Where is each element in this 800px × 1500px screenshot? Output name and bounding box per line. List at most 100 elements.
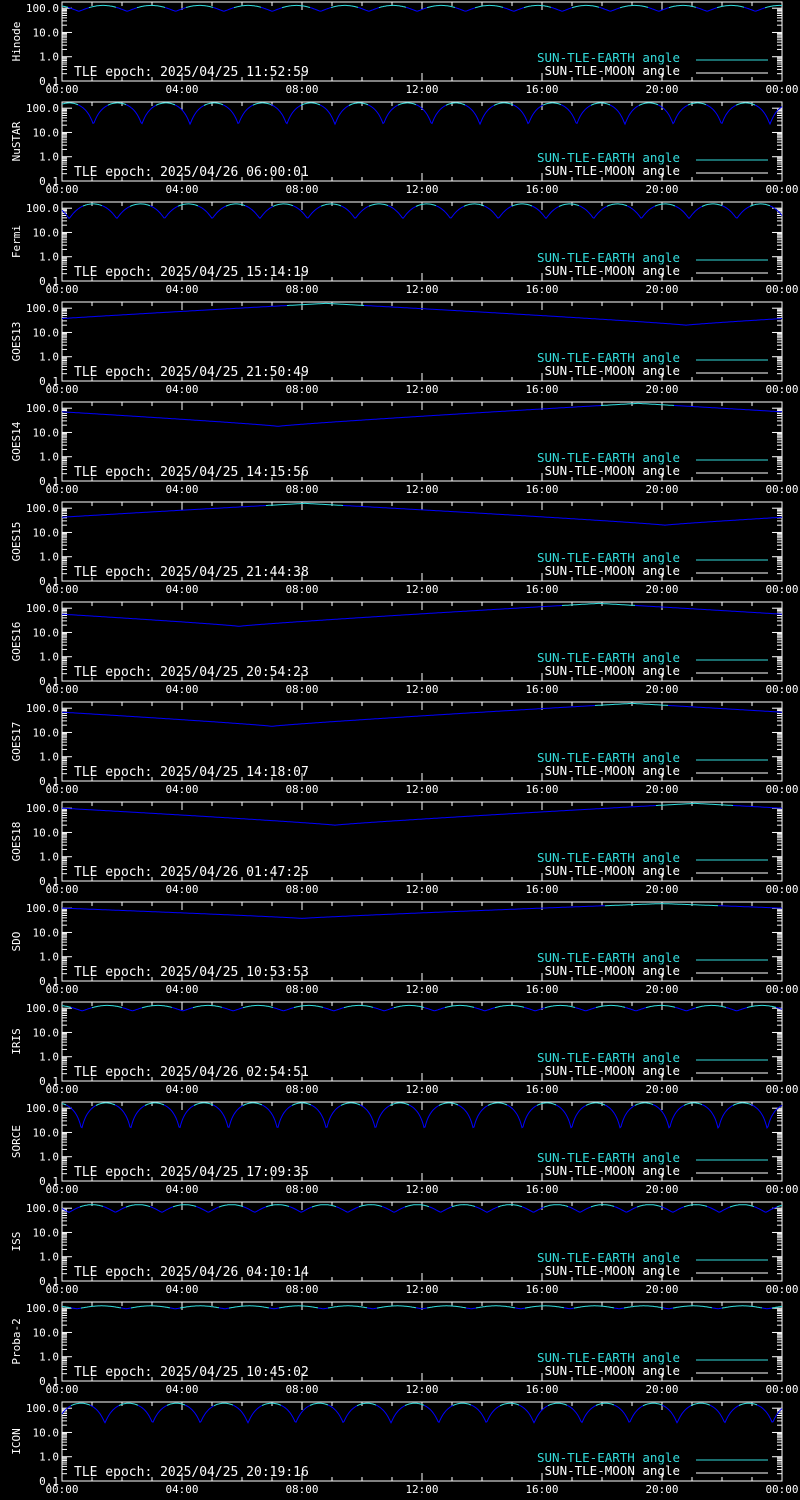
sun-tle-earth-series — [272, 1007, 295, 1012]
sun-tle-earth-series — [62, 305, 288, 319]
sun-tle-earth-series — [193, 1102, 214, 1106]
sun-tle-earth-series — [281, 4, 311, 9]
sun-tle-earth-series — [327, 1404, 358, 1424]
sun-tle-earth-series — [278, 1305, 319, 1309]
sun-tle-earth-series — [213, 1402, 234, 1407]
sun-tle-earth-series — [463, 203, 485, 207]
sun-tle-earth-series — [366, 1307, 378, 1310]
x-tick-label: 08:00 — [285, 283, 318, 296]
x-tick-label: 08:00 — [285, 683, 318, 696]
y-tick-label: 10.0 — [33, 226, 60, 239]
sun-tle-earth-series — [319, 104, 350, 126]
x-tick-label: 16:00 — [525, 1083, 558, 1096]
sun-tle-earth-series — [645, 1004, 676, 1009]
sun-tle-earth-series — [368, 203, 389, 207]
x-tick-label: 12:00 — [405, 883, 438, 896]
sun-tle-earth-series — [61, 1206, 81, 1213]
sun-tle-earth-series — [672, 1305, 713, 1309]
sun-tle-earth-series — [543, 1204, 569, 1208]
sun-tle-earth-series — [166, 1402, 186, 1406]
sun-tle-earth-series — [512, 104, 544, 125]
sun-tle-earth-series — [499, 1402, 520, 1407]
sun-tle-earth-series — [218, 1307, 230, 1310]
sun-tle-earth-series — [311, 1204, 337, 1208]
y-tick-label: 0.1 — [39, 1375, 59, 1388]
sun-tle-earth-series — [372, 1006, 395, 1012]
x-tick-label: 00:00 — [45, 983, 78, 996]
x-tick-label: 16:00 — [525, 1383, 558, 1396]
sun-tle-earth-series — [330, 4, 359, 8]
x-tick-label: 16:00 — [525, 483, 558, 496]
sun-tle-earth-series — [309, 1402, 329, 1406]
sun-tle-earth-series — [595, 1004, 626, 1008]
sun-tle-earth-series — [288, 1206, 313, 1213]
x-tick-label: 08:00 — [285, 783, 318, 796]
x-tick-label: 00:00 — [45, 1283, 78, 1296]
sun-tle-earth-series — [114, 1104, 146, 1129]
x-tick-label: 04:00 — [165, 583, 198, 596]
sun-tle-earth-series — [172, 1204, 197, 1208]
sun-tle-earth-series — [129, 203, 151, 207]
sun-tle-earth-series — [121, 1007, 143, 1012]
sun-tle-earth-series — [88, 4, 117, 9]
sun-tle-earth-series — [404, 1204, 430, 1208]
x-tick-label: 00:00 — [45, 83, 78, 96]
x-tick-label: 20:00 — [645, 1183, 678, 1196]
sun-tle-earth-series — [155, 102, 176, 106]
legend-earth-label: SUN-TLE-EARTH angle — [537, 450, 680, 465]
legend-earth-label: SUN-TLE-EARTH angle — [537, 1350, 680, 1365]
chart-panel: 0.1 1.0 10.0 100.0 00:00 04:00 08:00 12:00 16:00… — [10, 1401, 799, 1496]
satellite-label: IRIS — [10, 1028, 23, 1055]
x-tick-label: 12:00 — [405, 583, 438, 596]
sun-tle-earth-series — [335, 1206, 360, 1213]
x-tick-label: 00:00 — [765, 1383, 798, 1396]
sun-tle-earth-series — [367, 104, 399, 125]
tle-epoch-label: TLE epoch: 2025/04/25 21:44:38 — [74, 565, 309, 580]
sun-tle-earth-series — [729, 1204, 755, 1208]
sun-tle-earth-series — [544, 1004, 576, 1009]
sun-tle-earth-series — [423, 1007, 446, 1012]
sun-tle-earth-series — [242, 1004, 274, 1009]
sun-tle-earth-series — [542, 102, 562, 106]
tle-epoch-label: TLE epoch: 2025/04/26 01:47:25 — [74, 865, 309, 880]
satellite-label: Fermi — [10, 225, 23, 258]
y-tick-label: 10.0 — [33, 1226, 60, 1239]
y-tick-label: 0.1 — [39, 375, 59, 388]
sun-tle-earth-series — [656, 802, 734, 806]
sun-tle-earth-series — [573, 1305, 615, 1309]
sun-tle-earth-series — [192, 1004, 223, 1009]
y-tick-label: 10.0 — [33, 826, 60, 839]
sun-tle-earth-series — [89, 1404, 120, 1424]
y-tick-label: 0.1 — [39, 575, 59, 588]
sun-tle-earth-series — [212, 1104, 244, 1128]
sun-tle-earth-series — [590, 1204, 615, 1208]
sun-tle-earth-series — [393, 1004, 425, 1009]
x-tick-label: 16:00 — [525, 83, 558, 96]
sun-tle-earth-series — [695, 1004, 727, 1009]
sun-tle-earth-series — [233, 4, 262, 9]
sun-tle-earth-series — [327, 1305, 368, 1309]
sun-tle-earth-series — [764, 4, 782, 9]
sun-tle-earth-series — [473, 1006, 496, 1012]
sun-tle-earth-series — [567, 1206, 592, 1213]
x-tick-label: 12:00 — [405, 683, 438, 696]
sun-tle-earth-series — [521, 1206, 545, 1213]
sun-tle-earth-series — [438, 1102, 459, 1106]
x-tick-label: 00:00 — [45, 783, 78, 796]
y-tick-label: 100.0 — [26, 402, 59, 415]
x-tick-label: 16:00 — [525, 1483, 558, 1496]
chart-panel: 0.1 1.0 10.0 100.0 00:00 04:00 08:00 12:00 16:00… — [10, 601, 799, 696]
sun-tle-earth-series — [661, 1404, 692, 1424]
x-tick-label: 08:00 — [285, 383, 318, 396]
sun-tle-earth-series — [149, 1206, 174, 1213]
legend-earth-label: SUN-TLE-EARTH angle — [537, 1450, 680, 1465]
sun-tle-earth-series — [668, 4, 697, 9]
y-tick-label: 1.0 — [39, 651, 59, 664]
sun-tle-earth-series — [70, 1307, 82, 1310]
x-tick-label: 12:00 — [405, 1483, 438, 1496]
x-tick-label: 20:00 — [645, 483, 678, 496]
sun-tle-earth-series — [555, 1104, 587, 1129]
sun-tle-earth-series — [177, 203, 199, 207]
sun-tle-earth-series — [445, 102, 466, 106]
sun-tle-earth-series — [511, 203, 533, 207]
